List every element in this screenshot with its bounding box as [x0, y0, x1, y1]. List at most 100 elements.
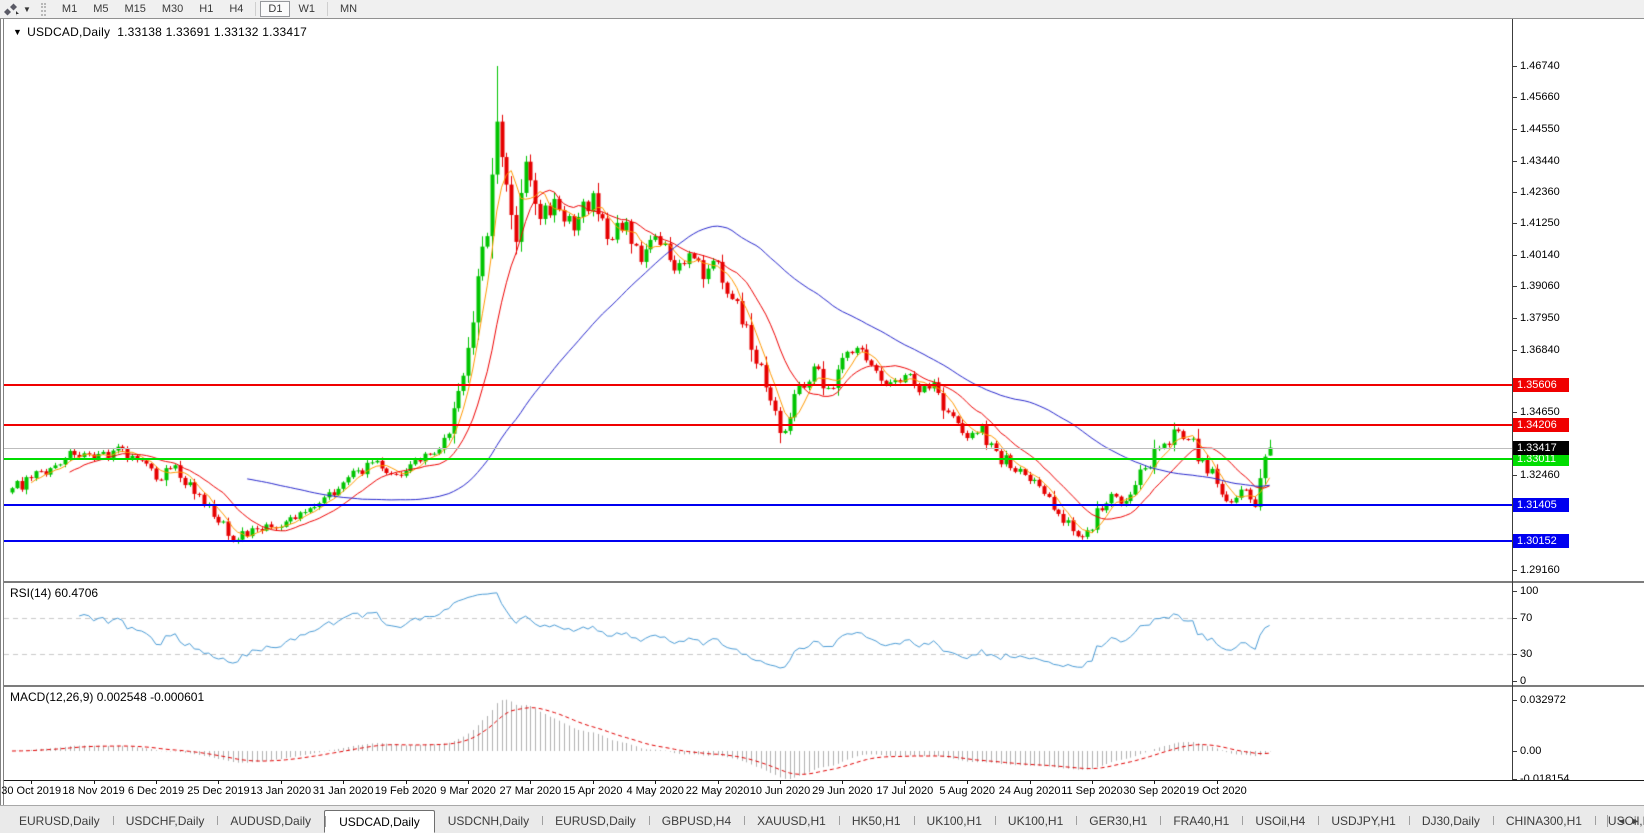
timeframe-buttons: M1 M5 M15 M30 H1 H4 D1 W1 MN	[54, 1, 365, 17]
chart-title: ▼ USDCAD,Daily 1.33138 1.33691 1.33132 1.…	[13, 25, 307, 39]
date-label: 9 Mar 2020	[440, 785, 496, 797]
date-tick	[93, 781, 95, 784]
timeframe-button-m5[interactable]: M5	[85, 1, 116, 17]
chart-tab-usdjpy-h1[interactable]: USDJPY,H1	[1318, 811, 1408, 830]
date-label: 24 Aug 2020	[998, 785, 1061, 797]
date-tick	[592, 781, 594, 784]
rsi-canvas[interactable]	[4, 583, 1512, 685]
price-tick-label: 1.41250	[1512, 217, 1560, 230]
date-tick	[717, 781, 719, 784]
chart-tab-usoil-h4[interactable]: USOil,H4	[1242, 811, 1318, 830]
price-tick-label: 1.39060	[1512, 280, 1560, 292]
date-label: 30 Oct 2019	[1, 785, 62, 797]
macd-pane: MACD(12,26,9) 0.002548 -0.000601 0.03297…	[4, 685, 1644, 780]
toolbar-grip[interactable]	[40, 2, 46, 16]
date-tick	[967, 781, 969, 784]
date-tick	[842, 781, 844, 784]
horizontal-line-1.35606[interactable]	[4, 383, 1512, 386]
date-label: 4 May 2020	[626, 785, 684, 797]
horizontal-line-1.31405[interactable]	[4, 504, 1512, 507]
rsi-label: RSI(14) 60.4706	[10, 586, 99, 600]
chart-tab-fra40-h1[interactable]: FRA40,H1	[1160, 811, 1242, 830]
price-tick-label: 1.37950	[1512, 311, 1560, 324]
chart-tab-dj30-daily[interactable]: DJ30,Daily	[1408, 811, 1493, 830]
ohlc-readout: 1.33138 1.33691 1.33132 1.33417	[117, 25, 307, 39]
timeframe-button-d1[interactable]: D1	[260, 1, 291, 17]
macd-axis-label: 0.032972	[1512, 693, 1566, 706]
timeframe-button-m15[interactable]: M15	[116, 1, 153, 17]
date-label: 29 Jun 2020	[812, 785, 873, 797]
date-label: 11 Sep 2020	[1061, 785, 1123, 797]
horizontal-line-1.33011[interactable]	[4, 458, 1512, 461]
price-line-label: 1.35606	[1513, 377, 1569, 392]
macd-axis-label: -0.018154	[1512, 773, 1570, 780]
timeframe-button-w1[interactable]: W1	[290, 1, 323, 17]
chart-tab-ger30-h1[interactable]: GER30,H1	[1076, 811, 1160, 830]
date-label: 6 Dec 2019	[127, 785, 185, 797]
date-label: 10 Jun 2020	[749, 785, 811, 797]
chart-tab-hk50-h1[interactable]: HK50,H1	[838, 811, 914, 830]
arrow-tools-icon[interactable]	[3, 3, 20, 16]
date-label: 13 Jan 2020	[250, 785, 312, 797]
tab-scroll-right-icon[interactable]: ►	[1631, 816, 1640, 826]
date-axis[interactable]: 30 Oct 2019 18 Nov 2019 6 Dec 2019 25 Dec 2…	[1, 780, 1644, 805]
price-tick-label: 1.40140	[1512, 249, 1560, 261]
chart-tab-usdcad-daily[interactable]: USDCAD,Daily	[324, 810, 435, 833]
price-tick-label: 1.45660	[1512, 91, 1560, 103]
chart-tab-usdcnh-daily[interactable]: USDCNH,Daily	[447, 814, 530, 828]
collapse-triangle-icon[interactable]: ▼	[13, 27, 23, 37]
chart-tab-usoil-h1[interactable]: USOil,H1	[1594, 811, 1644, 830]
date-label: 27 Mar 2020	[499, 785, 562, 797]
price-tick-label: 1.44550	[1512, 122, 1560, 135]
date-label: 5 Aug 2020	[939, 785, 996, 797]
date-tick	[405, 781, 407, 784]
date-tick	[156, 781, 157, 784]
chart-tab-bar: EURUSD,Daily USDCHF,Daily AUDUSD,Daily USDC…	[0, 805, 1644, 833]
tab-nav: ◄ ►	[1607, 815, 1640, 827]
horizontal-line-1.30152[interactable]	[4, 540, 1512, 543]
chevron-down-icon[interactable]: ▼	[23, 4, 31, 14]
date-tick	[1216, 781, 1218, 784]
chart-tab-eurusd-daily[interactable]: EURUSD,Daily	[542, 811, 649, 830]
timeframe-button-m1[interactable]: M1	[54, 1, 85, 17]
chart-tab-eurusd-daily[interactable]: EURUSD,Daily	[19, 814, 100, 828]
timeframe-button-h1[interactable]: H1	[191, 1, 221, 17]
date-tick	[780, 781, 781, 784]
price-tick-label: 1.29160	[1512, 563, 1560, 576]
date-label: 31 Jan 2020	[312, 785, 374, 797]
date-tick	[218, 781, 220, 784]
price-line-label: 1.33011	[1513, 452, 1569, 467]
price-line-label: 1.31405	[1513, 498, 1569, 513]
date-tick	[1154, 781, 1156, 784]
rsi-axis-label: 30	[1511, 648, 1533, 660]
date-tick	[904, 781, 906, 784]
chart-tab-xauusd-h1[interactable]: XAUUSD,H1	[744, 811, 839, 830]
macd-axis-label: 0.00	[1511, 745, 1542, 757]
date-label: 22 May 2020	[685, 785, 750, 797]
chart-tab-usdchf-daily[interactable]: USDCHF,Daily	[112, 811, 218, 830]
macd-canvas[interactable]	[4, 687, 1512, 780]
date-tick	[343, 781, 345, 784]
current-price-label: 1.33417	[1513, 440, 1569, 455]
horizontal-line-1.34206[interactable]	[4, 424, 1512, 426]
chart-tab-gbpusd-h4[interactable]: GBPUSD,H4	[648, 811, 744, 830]
chart-tab-uk100-h1[interactable]: UK100,H1	[913, 811, 995, 830]
date-label: 17 Jul 2020	[876, 785, 934, 797]
tab-scroll-left-icon[interactable]: ◄	[1617, 816, 1627, 826]
date-label: 18 Nov 2019	[62, 785, 125, 797]
price-chart-canvas[interactable]	[4, 19, 1512, 581]
timeframe-button-m30[interactable]: M30	[154, 1, 191, 17]
date-tick	[280, 781, 282, 784]
timeframe-button-mn[interactable]: MN	[332, 1, 365, 17]
timeframe-button-h4[interactable]: H4	[221, 1, 251, 17]
macd-label: MACD(12,26,9) 0.002548 -0.000601	[10, 690, 205, 704]
chart-tab-audusd-daily[interactable]: AUDUSD,Daily	[217, 811, 324, 830]
price-pane: ▼ USDCAD,Daily 1.33138 1.33691 1.33132 1.…	[4, 19, 1644, 581]
symbol-title: USDCAD,Daily	[27, 25, 111, 39]
chart-tab-uk100-h1[interactable]: UK100,H1	[994, 811, 1076, 830]
price-tick-label: 1.32460	[1512, 469, 1560, 481]
date-tick	[530, 781, 532, 784]
rsi-axis-label: 100	[1511, 585, 1539, 597]
chart-tab-china300-h1[interactable]: CHINA300,H1	[1492, 811, 1595, 830]
